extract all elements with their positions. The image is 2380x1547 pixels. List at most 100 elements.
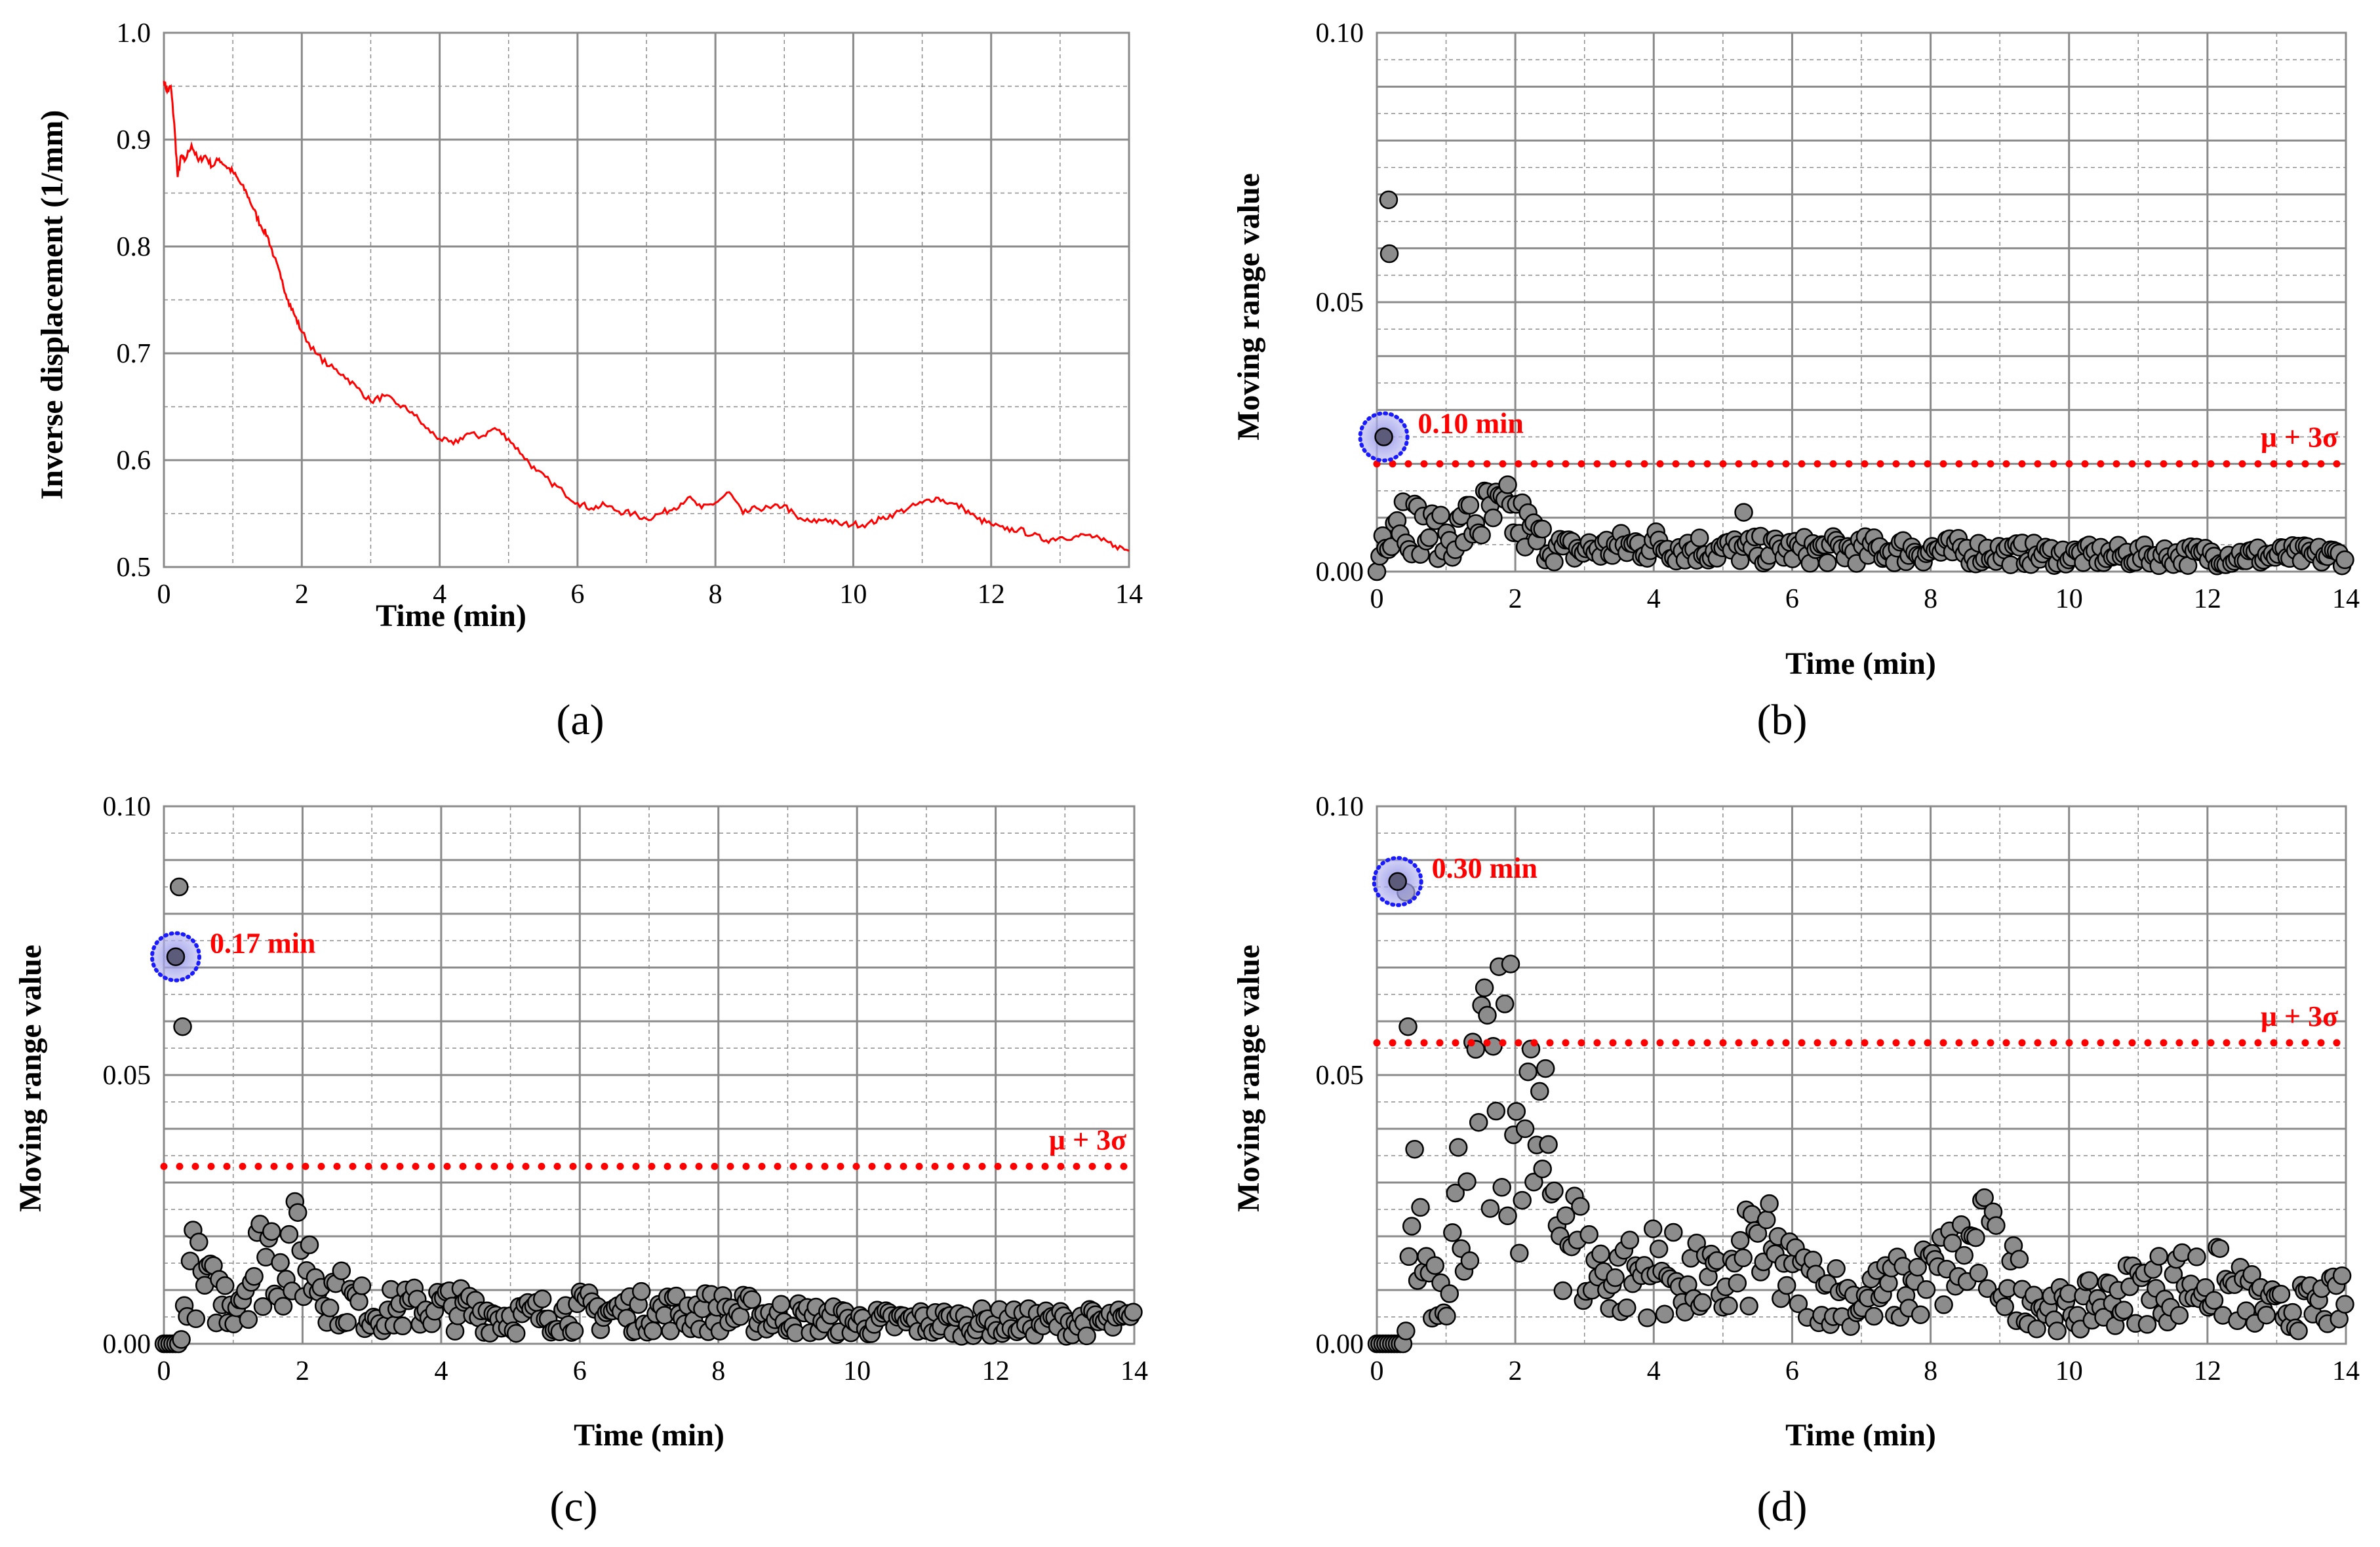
scatter-point: [1995, 1297, 2014, 1316]
x-tick-label: 12: [978, 579, 1005, 610]
x-tick-label: 10: [839, 579, 867, 610]
panel-a-ticks: 0 2 4 6 8 10 12 14 0.5 0.6 0.7 0.8 0.9 1.0: [117, 18, 1143, 610]
x-tick-label: 6: [1785, 1356, 1799, 1386]
threshold-label: μ + 3σ: [2261, 1000, 2338, 1032]
scatter-point: [1507, 1102, 1526, 1121]
y-tick-label: 0.00: [1316, 1329, 1364, 1360]
scatter-point: [1431, 505, 1450, 525]
plot-frame: [1376, 805, 2347, 1345]
x-tick-label: 10: [2055, 1356, 2083, 1386]
x-tick-label: 4: [1647, 1356, 1661, 1386]
y-tick-label: 0.10: [1316, 18, 1364, 49]
scatter-point: [338, 1313, 357, 1332]
x-tick-label: 0: [1370, 1356, 1384, 1386]
scatter-point: [772, 1295, 791, 1314]
scatter-point: [2187, 1247, 2206, 1266]
x-tick-label: 0: [157, 579, 171, 610]
scatter-point: [1571, 1197, 1590, 1216]
panel-d-ticks: 0 2 4 6 8 10 12 14 0.00 0.05 0.10: [1316, 792, 2360, 1386]
scatter-point: [1734, 1248, 1753, 1268]
x-tick-label: 14: [1115, 579, 1143, 610]
scatter-point: [1484, 508, 1503, 528]
scatter-point: [1510, 1243, 1529, 1263]
scatter-point: [253, 1297, 273, 1316]
scatter-point: [273, 1297, 293, 1316]
panel-c-xlabel: Time (min): [574, 1418, 724, 1453]
scatter-point: [1879, 1274, 1898, 1293]
scatter-point: [1916, 1280, 1936, 1299]
scatter-point: [1638, 1308, 1657, 1327]
scatter-point: [1760, 1194, 1779, 1213]
x-tick-label: 12: [2194, 584, 2221, 614]
scatter-point: [352, 1276, 372, 1295]
scatter-point: [1124, 1302, 1143, 1322]
x-tick-label: 2: [296, 1356, 309, 1386]
scatter-point: [2335, 550, 2354, 570]
scatter-point: [1469, 1112, 1488, 1132]
scatter-point: [506, 1323, 526, 1343]
scatter-point: [1730, 1231, 1750, 1250]
scatter-point: [1789, 1294, 1808, 1314]
scatter-point: [215, 1276, 235, 1295]
panel-a-plot: [163, 81, 1130, 552]
scatter-point: [1719, 1296, 1738, 1316]
y-tick-label: 0.00: [103, 1329, 151, 1360]
scatter-point: [1460, 496, 1480, 515]
panel-b-ticks: 0 2 4 6 8 10 12 14 0.00 0.05 0.10: [1316, 18, 2360, 614]
scatter-point: [1472, 525, 1491, 545]
x-tick-label: 8: [711, 1356, 725, 1386]
scatter-point: [288, 1203, 307, 1222]
y-tick-label: 0.00: [1316, 557, 1364, 587]
scatter-point: [1969, 1263, 1989, 1283]
panel-b-label: (b): [1757, 696, 1808, 744]
x-tick-label: 2: [1509, 1356, 1522, 1386]
scatter-point: [1536, 1059, 1555, 1078]
scatter-point: [1530, 1082, 1549, 1101]
outlier-point: [170, 877, 189, 897]
scatter-point: [1402, 1217, 1421, 1236]
scatter-point: [1606, 1268, 1625, 1287]
scatter-point: [1478, 1006, 1497, 1025]
scatter-point: [2204, 1291, 2224, 1310]
scatter-point: [1864, 1306, 1884, 1326]
scatter-point: [742, 1290, 762, 1309]
x-tick-label: 6: [573, 1356, 587, 1386]
panel-a-grid: [163, 31, 1130, 568]
scatter-point: [1943, 1234, 1962, 1253]
scatter-point: [1495, 994, 1515, 1013]
panel-c-ticks: 0 2 4 6 8 10 12 14 0.00 0.05 0.10: [103, 792, 1149, 1386]
y-tick-label: 0.10: [103, 792, 151, 822]
scatter-point: [2080, 1271, 2099, 1290]
scatter-point: [1486, 1101, 1506, 1121]
scatter-point: [1553, 1281, 1573, 1301]
scatter-point: [1367, 562, 1387, 581]
x-tick-label: 12: [982, 1356, 1010, 1386]
scatter-point: [186, 1309, 206, 1329]
scatter-point: [1405, 1139, 1424, 1159]
scatter-point: [2027, 1320, 2046, 1339]
scatter-point: [1643, 1219, 1663, 1238]
highlight-label: 0.17 min: [210, 928, 315, 960]
scatter-point: [1690, 528, 1709, 547]
scatter-point: [1975, 1188, 1994, 1207]
y-tick-label: 0.6: [117, 446, 151, 476]
scatter-point: [1515, 1119, 1535, 1139]
scatter-point: [1518, 1062, 1537, 1082]
scatter-point: [1617, 1298, 1636, 1318]
scatter-point: [2242, 1265, 2261, 1284]
scatter-point: [532, 1289, 552, 1308]
scatter-point: [1533, 1159, 1552, 1179]
scatter-point: [1777, 1276, 1796, 1295]
y-tick-label: 0.05: [1316, 288, 1364, 318]
scatter-point: [1556, 1206, 1576, 1225]
scatter-point: [1411, 1198, 1430, 1217]
scatter-point: [2137, 1315, 2157, 1334]
highlight-label: 0.30 min: [1432, 852, 1537, 884]
x-tick-label: 4: [433, 579, 446, 610]
y-tick-label: 0.05: [103, 1061, 151, 1091]
scatter-point: [172, 1330, 191, 1349]
scatter-point: [730, 1307, 750, 1326]
panel-c-label: (c): [549, 1483, 597, 1531]
x-tick-label: 6: [570, 579, 584, 610]
scatter-point: [1524, 1173, 1543, 1192]
